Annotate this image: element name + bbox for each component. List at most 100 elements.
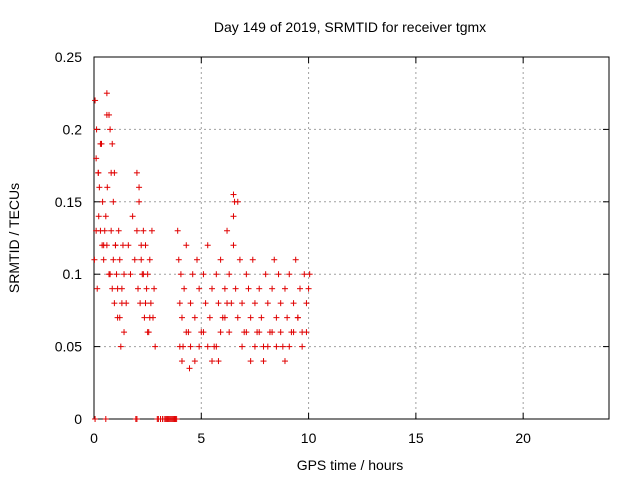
data-point bbox=[290, 329, 297, 336]
data-point bbox=[260, 358, 267, 365]
data-point bbox=[256, 285, 263, 292]
data-point bbox=[127, 271, 134, 278]
data-point bbox=[230, 191, 237, 198]
data-point bbox=[152, 343, 159, 350]
data-point bbox=[213, 271, 220, 278]
data-point bbox=[183, 329, 190, 336]
data-point bbox=[224, 227, 231, 234]
data-point bbox=[290, 300, 297, 307]
y-tick-label: 0 bbox=[74, 411, 82, 427]
data-point bbox=[269, 329, 276, 336]
data-point bbox=[112, 242, 119, 249]
grid-layer bbox=[94, 57, 609, 419]
data-point bbox=[217, 256, 224, 263]
data-point bbox=[92, 416, 99, 422]
data-point bbox=[131, 256, 138, 263]
data-point bbox=[116, 256, 123, 263]
data-point bbox=[103, 111, 110, 118]
data-point bbox=[93, 155, 100, 162]
data-point bbox=[109, 285, 116, 292]
data-point bbox=[102, 213, 109, 220]
data-point bbox=[176, 300, 183, 307]
data-point bbox=[202, 300, 209, 307]
data-point bbox=[106, 271, 113, 278]
data-point bbox=[96, 184, 103, 191]
data-point bbox=[118, 300, 125, 307]
data-point bbox=[196, 285, 203, 292]
data-point bbox=[91, 256, 98, 263]
data-point bbox=[142, 300, 149, 307]
data-point bbox=[234, 314, 241, 321]
data-point bbox=[140, 271, 147, 278]
data-point bbox=[116, 314, 123, 321]
data-point bbox=[284, 314, 291, 321]
data-point bbox=[271, 256, 278, 263]
data-point bbox=[231, 198, 238, 205]
x-tick-label: 20 bbox=[515, 430, 531, 446]
data-point bbox=[209, 358, 216, 365]
data-point bbox=[138, 242, 145, 249]
data-point bbox=[303, 300, 310, 307]
data-point bbox=[110, 256, 117, 263]
data-point bbox=[110, 198, 117, 205]
x-tick-label: 0 bbox=[90, 430, 98, 446]
data-point bbox=[99, 198, 106, 205]
data-point bbox=[140, 227, 147, 234]
data-point bbox=[181, 285, 188, 292]
data-point bbox=[191, 358, 198, 365]
data-point bbox=[187, 343, 194, 350]
data-point bbox=[114, 285, 121, 292]
data-point bbox=[200, 329, 207, 336]
data-point bbox=[239, 300, 246, 307]
data-point bbox=[134, 285, 141, 292]
data-point bbox=[133, 227, 140, 234]
data-point bbox=[93, 126, 100, 133]
data-point bbox=[243, 271, 250, 278]
data-point bbox=[221, 314, 228, 321]
data-point bbox=[146, 314, 153, 321]
data-point bbox=[281, 285, 288, 292]
data-point bbox=[209, 285, 216, 292]
data-point bbox=[292, 256, 299, 263]
data-point bbox=[178, 358, 185, 365]
data-point bbox=[251, 300, 258, 307]
data-point bbox=[232, 285, 239, 292]
y-tick-label: 0.25 bbox=[55, 49, 82, 65]
data-point bbox=[121, 329, 128, 336]
data-point bbox=[111, 300, 118, 307]
data-point bbox=[174, 227, 181, 234]
data-point bbox=[103, 90, 110, 97]
data-point bbox=[301, 271, 308, 278]
data-point bbox=[115, 227, 122, 234]
data-point bbox=[277, 300, 284, 307]
data-point bbox=[111, 169, 118, 176]
y-tick-label: 0.15 bbox=[55, 194, 82, 210]
x-tick-label: 10 bbox=[301, 430, 317, 446]
data-point bbox=[204, 343, 211, 350]
data-point bbox=[189, 271, 196, 278]
data-point bbox=[251, 343, 258, 350]
data-point bbox=[138, 256, 145, 263]
data-point bbox=[144, 329, 151, 336]
data-point bbox=[183, 242, 190, 249]
data-point bbox=[206, 314, 213, 321]
data-point bbox=[303, 329, 310, 336]
x-tick-label: 5 bbox=[197, 430, 205, 446]
data-point bbox=[245, 285, 252, 292]
data-point bbox=[224, 300, 231, 307]
data-point bbox=[97, 140, 104, 147]
data-point bbox=[273, 343, 280, 350]
data-point bbox=[264, 343, 271, 350]
data-point bbox=[101, 227, 108, 234]
y-tick-label: 0.2 bbox=[63, 121, 83, 137]
data-point bbox=[95, 213, 102, 220]
data-point bbox=[262, 271, 269, 278]
data-point bbox=[297, 285, 303, 292]
data-point bbox=[239, 343, 246, 350]
y-axis-title: SRMTID / TECUs bbox=[6, 183, 22, 293]
data-point bbox=[109, 140, 116, 147]
data-point bbox=[107, 126, 114, 133]
data-point bbox=[129, 213, 136, 220]
y-tick-label: 0.1 bbox=[63, 266, 83, 282]
